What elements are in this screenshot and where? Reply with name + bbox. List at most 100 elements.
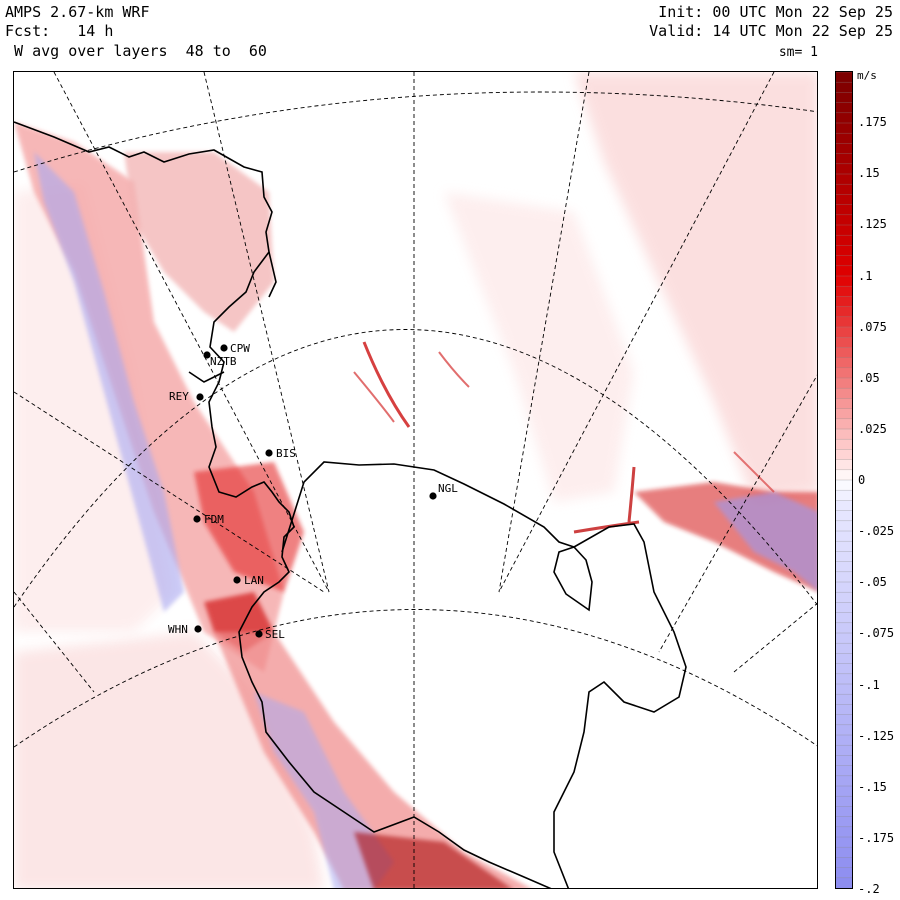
colorbar-swatch <box>836 92 852 104</box>
colorbar-swatch <box>836 684 852 695</box>
colorbar-swatch <box>836 816 852 828</box>
colorbar-swatch <box>836 694 852 705</box>
colorbar-swatch <box>836 418 852 430</box>
colorbar-swatch <box>836 459 852 471</box>
colorbar-swatch <box>836 204 852 216</box>
station-ngl[interactable]: NGL <box>429 482 458 500</box>
smoothing-label: sm= 1 <box>778 45 818 60</box>
colorbar-swatch <box>836 439 852 450</box>
colorbar-swatch <box>836 500 852 512</box>
colorbar-swatch <box>836 245 852 257</box>
colorbar-swatch <box>836 541 852 552</box>
map-canvas[interactable]: CPW NZTB REY BIS NGL FDM <box>14 72 818 889</box>
colorbar-swatch <box>836 367 852 379</box>
colorbar-swatch <box>836 633 852 644</box>
svg-text:NZTB: NZTB <box>210 355 237 368</box>
station-fdm[interactable]: FDM <box>193 513 224 526</box>
colorbar-swatch <box>836 602 852 614</box>
valid-time: Valid: 14 UTC Mon 22 Sep 25 <box>649 22 893 40</box>
colorbar-swatch <box>836 469 852 481</box>
colorbar-swatch <box>836 551 852 563</box>
colorbar-swatch <box>836 357 852 369</box>
colorbar-swatch <box>836 163 852 175</box>
station-markers: CPW NZTB REY BIS NGL FDM <box>168 342 458 641</box>
graticule <box>14 72 817 888</box>
colorbar-tick-label: .05 <box>858 370 880 385</box>
svg-text:FDM: FDM <box>204 513 224 526</box>
station-cpw[interactable]: CPW <box>220 342 250 355</box>
colorbar-swatch <box>836 673 852 685</box>
station-bis[interactable]: BIS <box>265 447 296 460</box>
colorbar-swatch <box>836 857 852 869</box>
colorbar-tick-label: -.075 <box>858 626 895 641</box>
station-nztb[interactable]: NZTB <box>203 351 237 368</box>
colorbar-swatch <box>836 72 852 83</box>
station-sel[interactable]: SEL <box>255 628 285 641</box>
colorbar-swatch <box>836 796 852 807</box>
field-description: W avg over layers 48 to 60 <box>5 42 267 60</box>
station-rey[interactable]: REY <box>169 390 204 403</box>
colorbar-swatch <box>836 724 852 736</box>
colorbar-tick-label: -.175 <box>858 830 895 845</box>
colorbar-tick-label: .075 <box>858 319 887 334</box>
colorbar-swatch <box>836 877 852 888</box>
colorbar-swatch <box>836 653 852 665</box>
colorbar-swatch <box>836 480 852 491</box>
init-time: Init: 00 UTC Mon 22 Sep 25 <box>658 3 893 21</box>
svg-text:CPW: CPW <box>230 342 250 355</box>
colorbar-swatch <box>836 174 852 185</box>
colorbar-swatch <box>836 561 852 573</box>
colorbar-swatch <box>836 765 852 777</box>
colorbar-swatch <box>836 775 852 787</box>
map-panel[interactable]: CPW NZTB REY BIS NGL FDM <box>13 71 818 889</box>
colorbar-swatch <box>836 592 852 603</box>
colorbar-swatch <box>836 612 852 624</box>
colorbar-swatch <box>836 327 852 338</box>
colorbar-swatch <box>836 582 852 593</box>
colorbar-swatch <box>836 510 852 522</box>
colorbar-tick-label: .175 <box>858 115 887 130</box>
colorbar-swatch <box>836 388 852 399</box>
colorbar-tick-label: .15 <box>858 166 880 181</box>
colorbar-swatch <box>836 82 852 93</box>
colorbar-swatch <box>836 214 852 226</box>
colorbar-swatch <box>836 429 852 440</box>
colorbar-swatch <box>836 867 852 879</box>
station-lan[interactable]: LAN <box>233 574 264 587</box>
colorbar-tick-label: .1 <box>858 268 873 283</box>
colorbar-swatch <box>836 786 852 797</box>
colorbar-swatch <box>836 378 852 389</box>
colorbar-swatch <box>836 255 852 267</box>
forecast-hour: Fcst: 14 h <box>5 22 114 40</box>
station-whn[interactable]: WHN <box>168 623 202 636</box>
colorbar-tick-label: -.1 <box>858 677 880 692</box>
colorbar-tick-label: -.15 <box>858 779 887 794</box>
colorbar-swatch <box>836 449 852 461</box>
colorbar-swatch <box>836 235 852 246</box>
colorbar-swatch <box>836 296 852 308</box>
colorbar-swatch <box>836 622 852 634</box>
colorbar-swatch <box>836 847 852 858</box>
colorbar-tick-label: 0 <box>858 473 866 487</box>
colorbar-tick-label: -.2 <box>858 882 880 896</box>
coastline <box>14 121 687 888</box>
svg-text:BIS: BIS <box>276 447 296 460</box>
colorbar-tick-label: .025 <box>858 421 887 436</box>
colorbar-ramp <box>836 72 852 888</box>
colorbar-swatch <box>836 571 852 583</box>
colorbar-swatch <box>836 153 852 165</box>
colorbar-swatch <box>836 735 852 746</box>
svg-text:LAN: LAN <box>244 574 264 587</box>
colorbar-swatch <box>836 755 852 767</box>
colorbar-swatch <box>836 225 852 236</box>
colorbar-swatch <box>836 663 852 675</box>
colorbar-tick-label: -.125 <box>858 728 895 743</box>
colorbar-tick-label: -.025 <box>858 524 895 539</box>
colorbar-swatch <box>836 745 852 756</box>
colorbar-swatch <box>836 347 852 359</box>
colorbar-swatch <box>836 704 852 716</box>
colorbar-swatch <box>836 184 852 195</box>
colorbar-tick-label: .125 <box>858 217 887 232</box>
shading-field <box>14 72 817 888</box>
colorbar <box>835 71 853 889</box>
